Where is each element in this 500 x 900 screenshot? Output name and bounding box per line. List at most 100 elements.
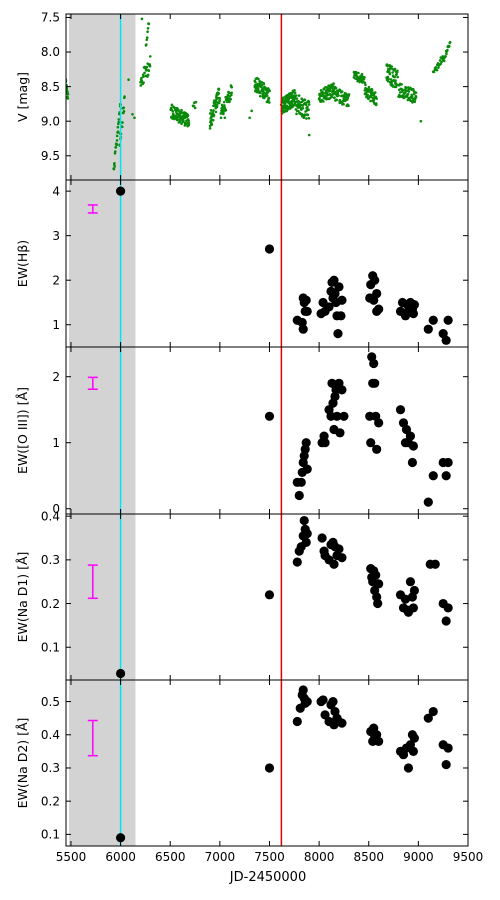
ew-point [302,529,312,539]
v-point [175,110,178,114]
plot-area-NaD2 [68,680,453,846]
ew-point [115,833,126,843]
ew-point [264,244,275,254]
v-point [148,64,152,68]
v-point [419,119,423,123]
ew-point [423,497,433,507]
v-point [210,123,214,126]
v-point [254,80,257,84]
v-point [66,88,69,91]
v-point [364,83,367,87]
panel-NaD1: 0.1 0.2 0.3 0.4 EW(Na D1) [Å] [15,509,469,681]
v-point [367,85,371,89]
v-point [215,103,219,107]
ew-point [443,603,453,613]
x-tick-label: 7000 [205,850,236,864]
y-tick-label: 0.4 [41,728,60,742]
v-point [115,143,119,147]
ew-point [409,733,419,743]
v-point [371,96,375,100]
ew-point [292,557,302,567]
ew-point [328,696,338,707]
ew-point [320,710,330,720]
v-point [346,96,350,100]
v-point [334,86,338,90]
y-axis-label: EW(Na D1) [Å] [15,552,30,643]
ew-point [374,418,384,428]
v-point [447,44,451,48]
ew-point [428,471,438,481]
v-point [66,93,70,96]
panel-NaD2: 0.1 0.2 0.3 0.4 0.5 5500 6000 6500 7000 7500 8000 8… [15,679,483,864]
error-bar [87,376,98,390]
v-point [113,161,116,165]
v-point [332,88,336,91]
v-point [330,95,334,99]
ew-point [302,464,312,474]
v-point [262,82,266,86]
y-axis-label: EW([O III]) [Å] [15,387,30,474]
v-point [146,27,150,30]
v-point [122,106,126,109]
v-point [347,104,350,108]
v-point [404,86,408,90]
v-point [169,106,173,110]
plot-area-Hbeta [68,180,453,347]
v-point [393,67,397,71]
v-point [445,52,448,55]
v-point [116,130,120,133]
v-point [409,99,412,103]
ew-point [423,324,433,334]
v-point [211,118,215,122]
ew-point [324,302,334,312]
v-point [332,96,336,100]
error-bar [87,204,98,214]
y-tick-label: 8.5 [41,80,60,94]
panel-frame [65,679,469,847]
ew-point [335,428,345,438]
v-point [131,112,134,116]
v-point [322,88,326,91]
v-point [394,79,397,82]
ew-point [337,553,347,563]
v-point [113,165,117,168]
v-point [407,90,411,93]
v-point [170,103,174,107]
v-point [410,94,414,98]
v-point [187,123,191,127]
v-point [250,109,253,113]
y-tick-label: 7.5 [41,11,60,25]
v-point [432,70,436,74]
y-axis-label: EW(Na D2) [Å] [15,718,30,809]
ew-point [441,471,451,481]
v-point [307,103,311,106]
v-point [400,83,403,86]
v-point [295,112,298,116]
v-point [218,99,221,102]
v-point [405,95,409,98]
v-point [366,87,369,91]
y-tick-label: 0.2 [41,794,60,808]
ew-point [366,438,376,448]
v-point [212,113,216,117]
ew-point [320,438,330,448]
ew-point [302,306,312,316]
v-point [413,98,417,101]
v-point [127,78,130,82]
panel-Hbeta: 1 2 3 4 EW(Hβ) [15,179,469,348]
v-point [388,72,392,76]
ew-point [264,763,275,773]
v-point [217,88,221,91]
shaded-region [68,347,136,514]
v-point [223,104,226,107]
v-point [440,60,443,64]
plot-area-NaD1 [68,514,453,680]
x-tick-label: 8000 [304,850,335,864]
v-point [133,116,136,120]
ew-point [336,311,346,321]
v-point [287,100,291,104]
v-point [171,110,175,113]
v-point [143,71,146,75]
ew-point [329,275,339,285]
ew-point [443,457,453,468]
